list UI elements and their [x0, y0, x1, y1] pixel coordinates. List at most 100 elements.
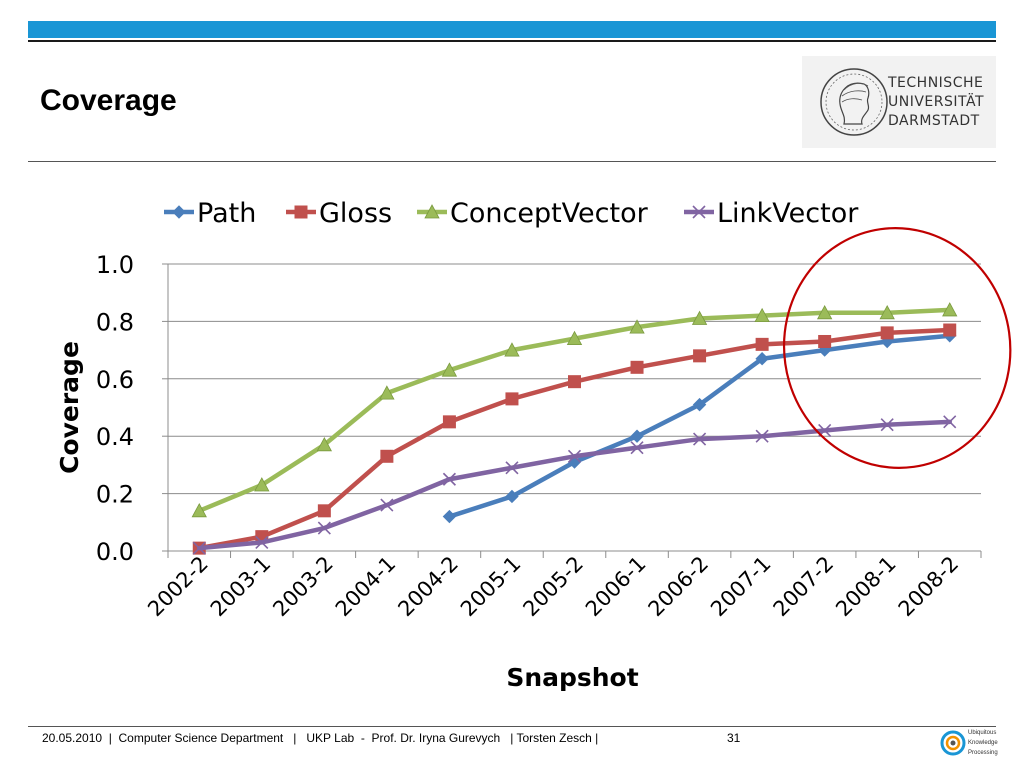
x-mark-stroke [943, 415, 957, 429]
conceptvector-legend-label: ConceptVector [450, 198, 649, 229]
linkvector-data-point [192, 541, 206, 555]
y-tick-label: 1.0 [96, 251, 134, 279]
x-mark-stroke [317, 521, 331, 535]
footer-text: 20.05.2010 | Computer Science Department… [42, 731, 599, 745]
linkvector-legend-label: LinkVector [717, 198, 859, 229]
title-rule [28, 161, 996, 162]
x-axis-title: Snapshot [506, 663, 638, 692]
linkvector-data-point [442, 472, 456, 486]
conceptvector-data-point [691, 310, 708, 325]
path-data-point [755, 352, 769, 366]
gloss-data-point [380, 449, 394, 463]
logo-line-3: DARMSTADT [888, 113, 980, 129]
conceptvector-data-point [316, 436, 333, 452]
conceptvector-data-point [629, 319, 645, 334]
linkvector-data-point [630, 441, 644, 455]
gloss-series-line [197, 327, 952, 551]
path-data-point [505, 489, 519, 504]
x-mark-stroke [692, 205, 706, 219]
path-data-point [692, 397, 707, 412]
y-tick-label: 0.4 [96, 423, 134, 451]
gloss-data-point [755, 337, 769, 351]
x-tick-label: 2004-2 [393, 552, 463, 622]
conceptvector-data-point [191, 502, 207, 518]
path-data-point [630, 429, 644, 443]
y-tick-label: 0.2 [96, 481, 134, 509]
x-tick-label: 2002-2 [143, 552, 213, 622]
gloss-data-point [442, 415, 456, 429]
x-mark-stroke [880, 418, 894, 432]
conceptvector-data-point [816, 304, 833, 320]
conceptvector-data-point [379, 385, 395, 400]
y-tick-label: 0.8 [96, 308, 134, 336]
athena-seal-icon [820, 68, 888, 136]
x-mark-stroke [630, 441, 644, 455]
linkvector-data-point [880, 418, 894, 432]
y-axis-title: Coverage [55, 341, 84, 474]
x-mark-stroke [693, 432, 707, 446]
y-tick-label: 0.0 [96, 538, 134, 566]
coverage-line-chart: 0.00.20.40.60.81.02002-22003-12003-22004… [55, 198, 1012, 692]
gloss-data-point [818, 334, 832, 348]
linkvector-data-point [317, 521, 331, 535]
y-tick-label: 0.6 [96, 366, 134, 394]
header-rule [28, 40, 996, 42]
ukp-swirl-icon [940, 730, 966, 756]
footer-rule [28, 726, 996, 727]
conceptvector-data-point [441, 362, 458, 377]
path-data-point [442, 509, 457, 524]
conceptvector-data-point [942, 302, 958, 317]
gloss-data-point [693, 349, 707, 363]
conceptvector-data-point [566, 330, 583, 346]
x-tick-label: 2005-1 [456, 552, 526, 622]
conceptvector-legend-marker [424, 204, 440, 219]
x-mark-stroke [567, 449, 582, 463]
ukp-line-1: Ubiquitous [968, 730, 997, 736]
linkvector-data-point [755, 429, 769, 443]
path-legend-label: Path [197, 198, 256, 229]
gloss-data-point [880, 326, 894, 340]
gloss-data-point [943, 323, 957, 337]
conceptvector-data-point [879, 304, 895, 320]
x-tick-label: 2006-1 [581, 552, 651, 622]
x-mark-stroke [755, 429, 769, 443]
linkvector-data-point [943, 415, 957, 429]
linkvector-data-point [693, 432, 707, 446]
gloss-data-point [317, 504, 331, 518]
linkvector-data-point [567, 449, 582, 463]
x-tick-label: 2007-1 [706, 552, 776, 622]
ukp-line-3: Processing [968, 750, 998, 756]
x-tick-label: 2004-1 [331, 552, 401, 622]
x-mark-stroke [442, 472, 456, 486]
x-tick-label: 2003-1 [206, 552, 276, 622]
gloss-legend-marker [294, 205, 308, 219]
x-tick-label: 2003-2 [268, 552, 338, 622]
ukp-logo: Ubiquitous Knowledge Processing [940, 728, 1000, 764]
gloss-data-point [568, 375, 581, 389]
gloss-legend-label: Gloss [319, 198, 392, 229]
gloss-data-point [630, 360, 644, 374]
conceptvector-data-point [254, 477, 270, 492]
x-mark-stroke [505, 461, 519, 475]
linkvector-legend-marker [692, 205, 706, 219]
ukp-line-2: Knowledge [968, 740, 998, 746]
header-accent-bar [28, 21, 996, 38]
x-tick-label: 2007-2 [769, 552, 839, 622]
x-mark-stroke [192, 541, 206, 555]
annotation-circle [782, 227, 1012, 469]
x-tick-label: 2005-2 [518, 552, 588, 622]
x-mark-stroke [380, 498, 394, 512]
linkvector-data-point [505, 461, 519, 475]
x-tick-label: 2006-2 [644, 552, 714, 622]
linkvector-data-point [255, 535, 269, 549]
x-mark-stroke [255, 535, 269, 549]
linkvector-data-point [380, 498, 394, 512]
logo-line-1: TECHNISCHE [888, 75, 984, 91]
path-legend-marker [172, 205, 186, 219]
conceptvector-data-point [754, 307, 770, 323]
x-tick-label: 2008-1 [831, 552, 901, 622]
conceptvector-data-point [504, 342, 520, 357]
logo-line-2: UNIVERSITÄT [888, 94, 985, 110]
slide-title: Coverage [40, 84, 177, 117]
x-tick-label: 2008-2 [894, 552, 964, 622]
